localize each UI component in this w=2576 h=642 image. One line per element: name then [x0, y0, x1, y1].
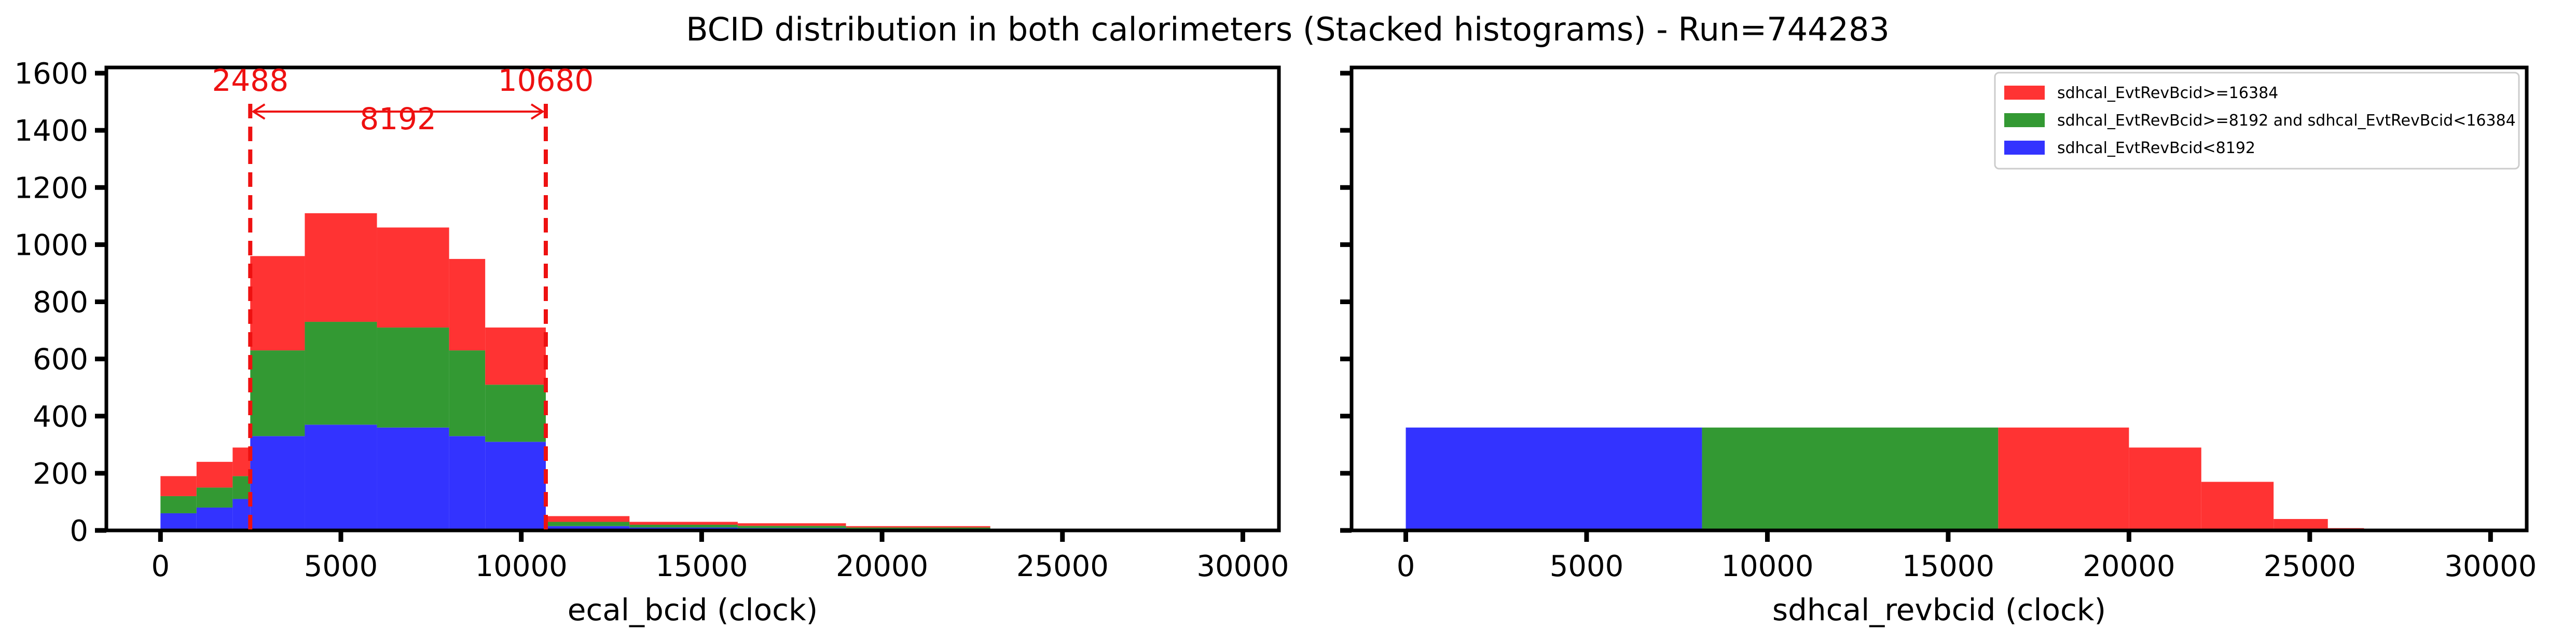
legend-label-0: sdhcal_EvtRevBcid>=16384	[2057, 84, 2278, 102]
legend-swatch-0	[2004, 86, 2045, 100]
right-panel-sdhcal-revbcid: 0 5000 10000 15000 20000 25000 30000 sdhcal_rev…	[1340, 65, 2537, 627]
axes-frame	[1349, 65, 2529, 532]
x-tick-label: 15000	[1902, 550, 1994, 583]
bar-series-2-bin-6	[449, 258, 486, 351]
y-tick-label: 0	[70, 514, 88, 548]
bar-series-2-bin-2	[232, 447, 251, 476]
x-tick-label: 20000	[836, 550, 928, 583]
y-tick-label: 600	[33, 343, 88, 377]
x-tick-label: 0	[151, 550, 170, 583]
left-line-label: 2488	[212, 63, 289, 98]
y-tick-label: 1000	[14, 228, 88, 262]
bar-series-2-bin-9	[629, 522, 738, 525]
right-line-label: 10680	[498, 63, 594, 98]
bar-series-1-bin-2	[232, 476, 251, 499]
x-tick-label: 25000	[1016, 550, 1109, 583]
bar-series-0-bin-0	[1406, 427, 1702, 530]
bar-series-2-bin-4	[305, 213, 377, 322]
x-tick-label: 5000	[304, 550, 378, 583]
bar-series-2-bin-3	[250, 256, 305, 351]
bar-series-2-bin-10	[737, 523, 846, 526]
bar-series-2-bin-1	[196, 461, 233, 488]
bar-series-0-bin-8	[545, 526, 630, 530]
legend: sdhcal_EvtRevBcid>=16384 sdhcal_EvtRevBci…	[1994, 72, 2520, 170]
bar-series-1-bin-1	[1702, 427, 1999, 530]
bar-series-1-bin-11	[846, 527, 990, 529]
bar-series-1-bin-8	[545, 522, 630, 526]
y-tick-label: 800	[33, 286, 88, 320]
bar-series-0-bin-6	[449, 436, 486, 530]
bar-series-0-bin-2	[232, 499, 251, 530]
span-arrow-right-head	[530, 103, 545, 120]
bar-series-1-bin-1	[196, 487, 233, 508]
x-axis: 0 5000 10000 15000 20000 25000 30000	[1397, 530, 2537, 583]
x-tick-label: 15000	[655, 550, 748, 583]
bar-series-0-bin-5	[377, 427, 449, 530]
legend-swatch-2	[2004, 141, 2045, 155]
bar-series-1-bin-4	[305, 322, 377, 425]
axes-frame	[104, 65, 1281, 532]
bar-series-2-bin-3	[2129, 447, 2201, 530]
bars	[160, 213, 1099, 530]
x-tick-label: 10000	[1721, 550, 1813, 583]
y-tick-label: 1600	[14, 57, 88, 91]
y-axis: 0 200 400 600 800 1000 1200 1400 1600	[14, 57, 106, 548]
bar-series-2-bin-11	[846, 526, 990, 528]
bar-series-1-bin-5	[377, 327, 449, 428]
x-tick-label: 0	[1397, 550, 1415, 583]
bar-series-1-bin-7	[485, 385, 546, 442]
bar-series-1-bin-3	[250, 350, 305, 436]
bar-series-2-bin-4	[2201, 482, 2274, 530]
bar-series-2-bin-0	[160, 476, 197, 496]
x-tick-label: 10000	[475, 550, 568, 583]
legend-label-1: sdhcal_EvtRevBcid>=8192 and sdhcal_EvtRe…	[2057, 112, 2516, 130]
bar-series-1-bin-9	[629, 524, 738, 528]
span-arrow-left-head	[251, 103, 266, 120]
x-tick-label: 30000	[2444, 550, 2537, 583]
span-label: 8192	[360, 101, 436, 136]
left-panel-ecal-bcid: 0 200 400 600 800 1000 1200 1400 1600 0 5000 10000 1…	[14, 57, 1289, 627]
y-tick-label: 200	[33, 457, 88, 491]
bar-series-2-bin-2	[1998, 427, 2129, 530]
bcid-window-annotation: 2488 10680 8192	[212, 63, 594, 530]
y-tick-label: 400	[33, 400, 88, 434]
bar-series-2-bin-5	[2274, 518, 2328, 530]
legend-box	[1994, 72, 2520, 170]
bar-series-2-bin-5	[377, 227, 449, 328]
bar-series-2-bin-7	[485, 327, 546, 385]
legend-swatch-1	[2004, 113, 2045, 127]
figure-title: BCID distribution in both calorimeters (…	[686, 10, 1890, 48]
y-tick-label: 1200	[14, 171, 88, 205]
bar-series-2-bin-8	[545, 516, 630, 522]
x-tick-label: 30000	[1196, 550, 1289, 583]
bar-series-1-bin-6	[449, 350, 486, 436]
bar-series-0-bin-0	[160, 513, 197, 530]
x-axis-label: sdhcal_revbcid (clock)	[1772, 592, 2106, 627]
bar-series-1-bin-10	[737, 526, 846, 528]
bar-series-0-bin-3	[250, 436, 305, 530]
x-tick-label: 20000	[2083, 550, 2175, 583]
x-axis: 0 5000 10000 15000 20000 25000 30000	[151, 530, 1289, 583]
bar-series-0-bin-4	[305, 425, 377, 530]
bars	[1406, 427, 2364, 530]
x-axis-label: ecal_bcid (clock)	[568, 592, 818, 627]
y-tick-label: 1400	[14, 114, 88, 148]
x-tick-label: 25000	[2264, 550, 2356, 583]
legend-label-2: sdhcal_EvtRevBcid<8192	[2057, 139, 2255, 157]
bar-series-1-bin-0	[160, 496, 197, 513]
bar-series-0-bin-1	[196, 507, 233, 530]
y-axis	[1340, 71, 1352, 533]
x-tick-label: 5000	[1550, 550, 1624, 583]
bar-series-0-bin-7	[485, 442, 546, 530]
